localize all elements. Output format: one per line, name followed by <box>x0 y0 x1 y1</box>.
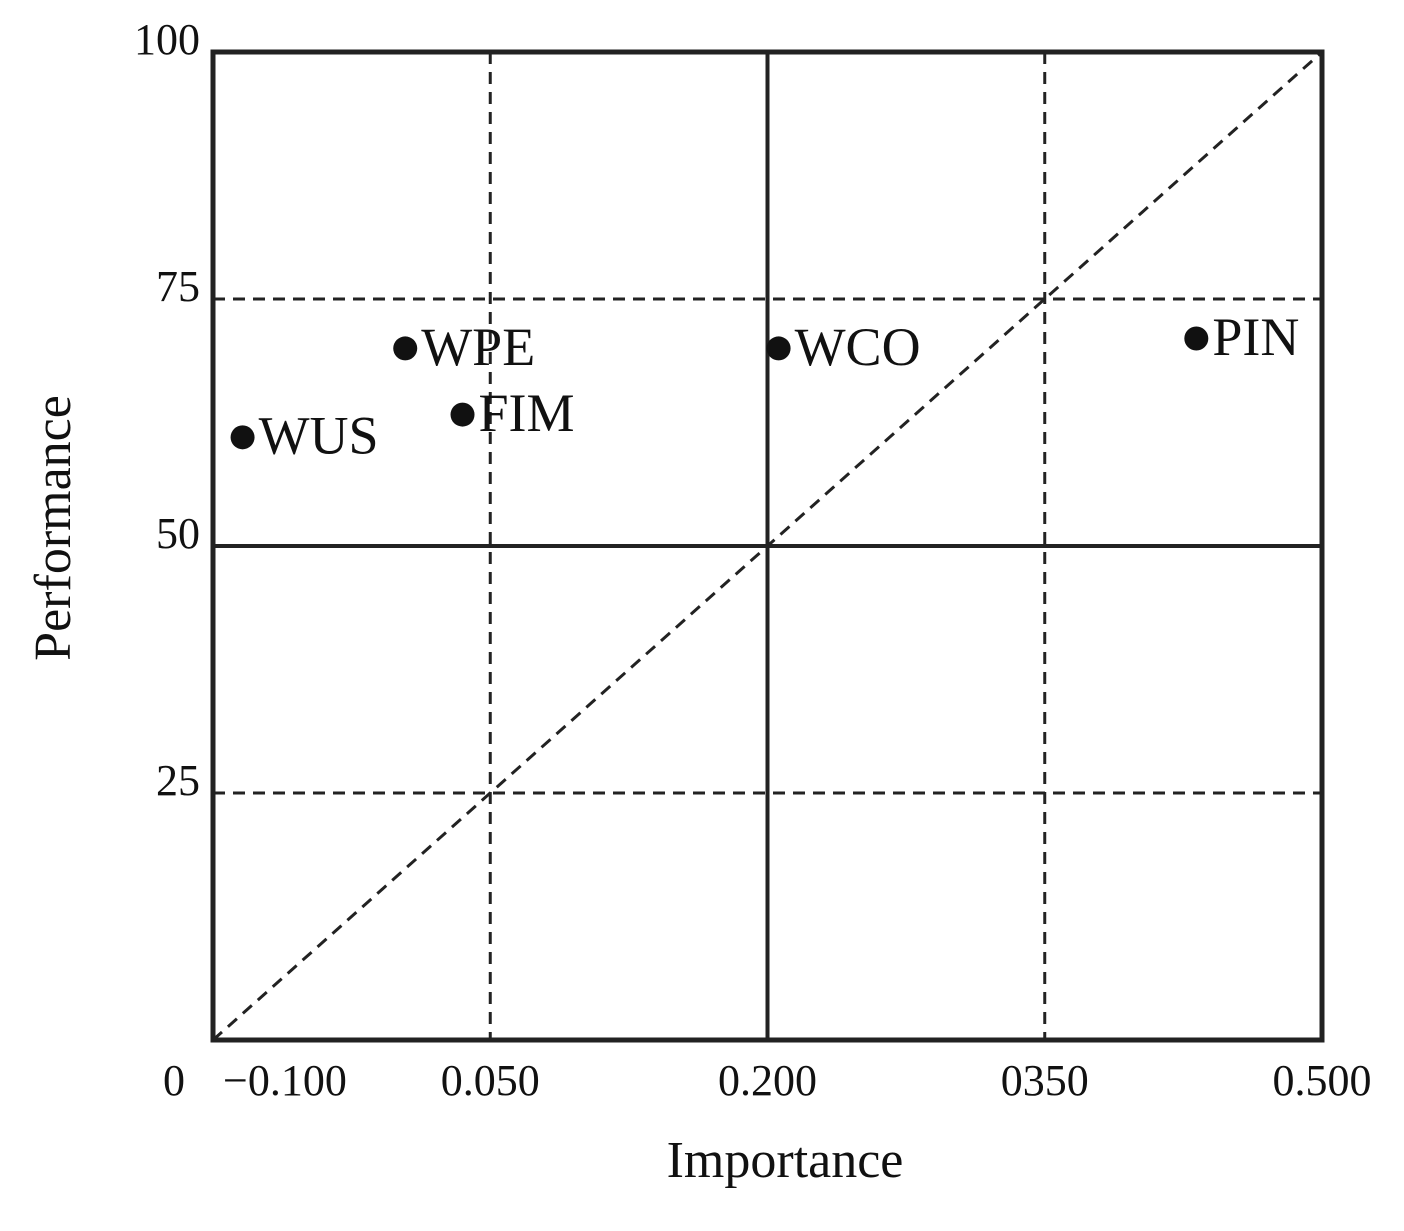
y-tick-label: 100 <box>134 15 200 64</box>
point-label: WCO <box>795 317 921 377</box>
x-tick-label: 0.050 <box>441 1056 540 1105</box>
point <box>230 425 255 450</box>
y-tick-label: 0 <box>163 1056 185 1105</box>
point-label: WPE <box>421 317 535 377</box>
point <box>766 336 791 361</box>
point <box>450 402 475 427</box>
y-tick-label: 25 <box>156 756 200 805</box>
point <box>393 336 418 361</box>
x-tick-label: 0.500 <box>1273 1056 1372 1105</box>
point-label: WUS <box>259 406 379 466</box>
point <box>1184 326 1209 351</box>
x-tick-label: 0350 <box>1001 1056 1089 1105</box>
x-tick-label: −0.100 <box>223 1056 347 1105</box>
x-tick-label: 0.200 <box>718 1056 817 1105</box>
y-tick-label: 75 <box>156 262 200 311</box>
x-axis-title: Importance <box>667 1132 904 1189</box>
point-label: PIN <box>1212 307 1299 367</box>
y-tick-label: 50 <box>156 509 200 558</box>
plot-frame <box>210 49 1325 1043</box>
y-axis-title: Performance <box>25 395 82 661</box>
point-label: FIM <box>479 383 575 443</box>
diagonal-line <box>212 50 1323 1042</box>
